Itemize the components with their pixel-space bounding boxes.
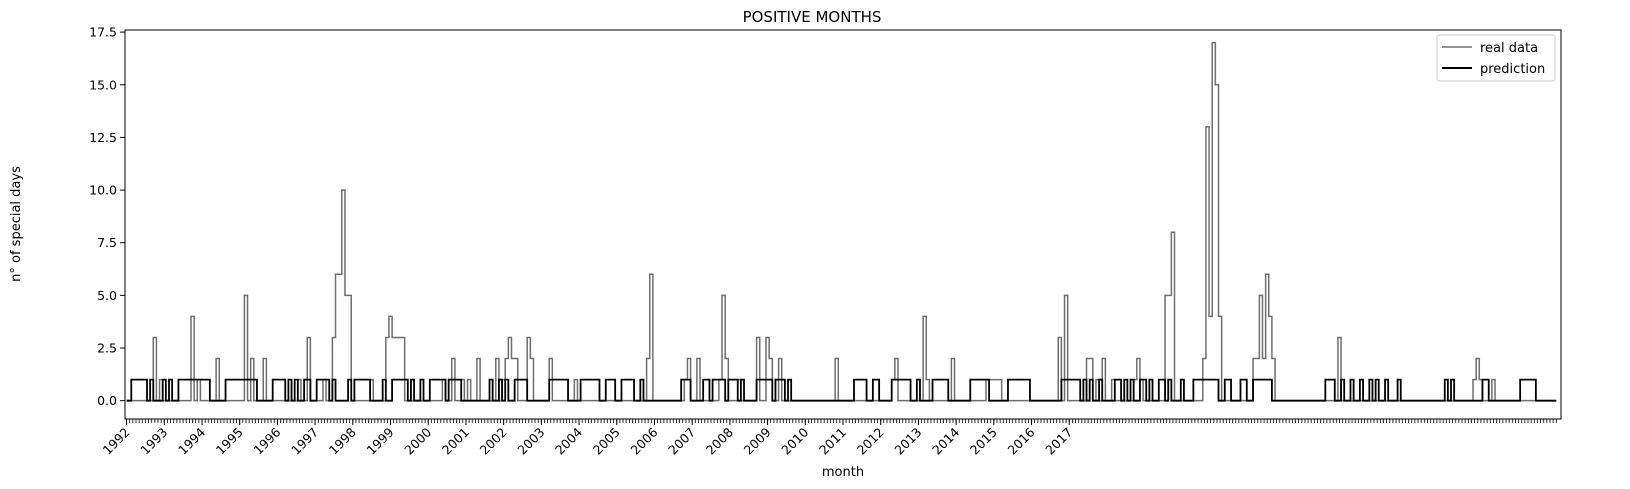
- x-tick-label: 1998: [326, 424, 359, 457]
- x-tick-label: 2016: [1005, 424, 1038, 457]
- y-tick-label: 2.5: [97, 341, 117, 356]
- x-tick-label: 2015: [967, 425, 1000, 458]
- x-tick-label: 2007: [665, 425, 698, 458]
- x-tick-label: 1995: [213, 425, 246, 458]
- x-tick-label: 2005: [590, 425, 623, 458]
- y-axis: 0.0 2.5 5.0 7.5 10.0 12.5 15.0 17.5: [89, 25, 125, 408]
- x-axis: 1992 1993 1994 1995 1996 1997 1998 1999 2000 2001…: [100, 419, 1557, 458]
- chart-title: POSITIVE MONTHS: [743, 8, 882, 26]
- legend-label-prediction: prediction: [1480, 62, 1545, 77]
- y-tick-label: 7.5: [97, 235, 117, 250]
- x-tick-label: 2001: [439, 425, 472, 458]
- y-axis-label: n° of special days: [9, 166, 24, 282]
- x-tick-label: 1992: [100, 425, 133, 458]
- x-tick-label: 2009: [741, 424, 774, 457]
- x-tick-label: 2017: [1042, 425, 1075, 458]
- x-tick-label: 2004: [552, 424, 585, 457]
- x-tick-label: 2014: [929, 424, 962, 457]
- series-line-prediction: [126, 378, 1557, 402]
- x-tick-label: 2011: [816, 425, 849, 458]
- y-tick-label: 12.5: [89, 130, 117, 145]
- x-axis-label: month: [822, 465, 864, 480]
- x-tick-label: 2010: [778, 424, 811, 457]
- x-tick-label: 1999: [364, 424, 397, 457]
- legend: real data prediction: [1436, 34, 1556, 82]
- legend-label-real-data: real data: [1480, 41, 1538, 56]
- series-line-real-data: [126, 41, 1557, 402]
- x-tick-label: 1993: [137, 425, 170, 458]
- x-tick-label: 2013: [891, 425, 924, 458]
- x-tick-label: 2008: [703, 424, 736, 457]
- y-tick-label: 15.0: [89, 77, 117, 92]
- y-tick-label: 17.5: [89, 25, 117, 40]
- y-tick-label: 10.0: [89, 183, 117, 198]
- x-tick-label: 2000: [401, 424, 434, 457]
- x-tick-label: 2003: [514, 425, 547, 458]
- x-tick-label: 1997: [288, 425, 321, 458]
- y-tick-label: 5.0: [97, 288, 117, 303]
- x-tick-label: 1996: [250, 424, 283, 457]
- x-tick-label: 2006: [627, 424, 660, 457]
- x-tick-label: 1994: [175, 424, 208, 457]
- plot-frame: [124, 29, 1562, 420]
- x-tick-label: 2002: [477, 425, 510, 458]
- y-tick-label: 0.0: [97, 393, 117, 408]
- plot-area: [126, 41, 1557, 402]
- x-tick-label: 2012: [854, 425, 887, 458]
